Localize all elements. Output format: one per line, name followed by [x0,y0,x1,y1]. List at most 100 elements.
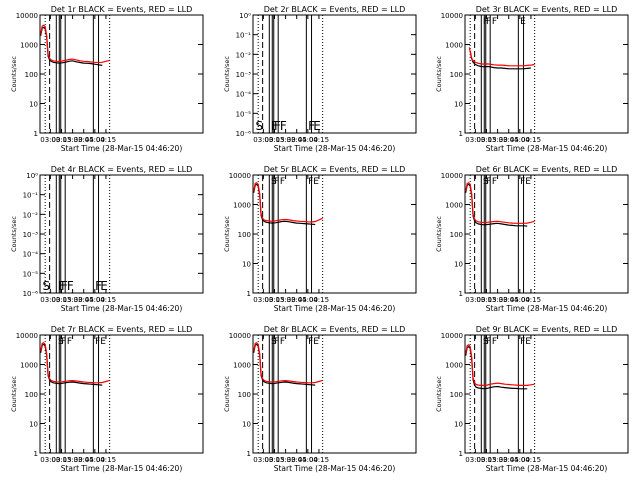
y-tick-label: 10⁰ [26,172,38,180]
series-lld [253,341,323,384]
x-tick-label: 03:00 [465,456,485,464]
x-tick-label: 03:45 [287,456,307,464]
flag-marker: S [42,279,50,293]
x-tick-label: 03:30 [63,456,83,464]
x-tick-label: 04:00 [510,296,530,304]
x-axis-label: Start Time (28-Mar-15 04:46:20) [274,464,396,473]
x-axis-label: Start Time (28-Mar-15 04:46:20) [274,144,396,153]
flag-marker: S [271,337,277,347]
x-tick-label: 04:00 [510,136,530,144]
flag-marker: F [308,337,313,347]
plot-frame [252,14,417,134]
y-tick-label: 1000 [445,202,463,210]
x-tick-label: 03:45 [74,136,94,144]
x-tick-label: 03:45 [287,136,307,144]
flag-marker: F [280,119,287,133]
y-tick-label: 10 [29,101,38,109]
y-tick-label: 10⁻⁵ [236,110,252,118]
flag-marker: F [67,337,72,347]
x-tick-label: 03:30 [488,296,508,304]
flag-marker: F [483,17,488,27]
x-tick-label: 04:00 [510,456,530,464]
x-axis-label: Start Time (28-Mar-15 04:46:20) [61,304,183,313]
x-tick-label: 03:45 [287,296,307,304]
panel-det-7: Det 7r BLACK = Events, RED = LLD 1 10 100 10… [10,325,204,473]
y-tick-label: 1 [247,290,251,298]
x-tick-label: 03:15 [476,296,496,304]
x-tick-label: 04:00 [298,296,318,304]
flag-marker: F [492,337,497,347]
x-tick-label: 03:15 [476,136,496,144]
panel-title: Det 6r BLACK = Events, RED = LLD [476,165,618,174]
y-tick-label: 10⁻³ [236,71,252,79]
panel-title: Det 8r BLACK = Events, RED = LLD [264,325,406,334]
y-tick-label: 10000 [229,172,251,180]
y-tick-label: 1 [459,130,463,138]
y-tick-label: 1000 [233,202,251,210]
series-lld [253,181,323,223]
x-tick-label: 04:15 [521,296,541,304]
panel-title: Det 7r BLACK = Events, RED = LLD [51,325,193,334]
x-tick-label: 04:00 [298,456,318,464]
flag-marker: F [308,119,315,133]
flag-marker: S [483,337,489,347]
flag-marker: F [274,337,279,347]
x-tick-label: 03:15 [476,456,496,464]
flag-marker: S [255,119,263,133]
x-tick-label: 03:15 [264,456,284,464]
x-tick-label: 03:30 [276,136,296,144]
x-axis-label: Start Time (28-Mar-15 04:46:20) [61,144,183,153]
panel-det-5: Det 5r BLACK = Events, RED = LLD 1 10 100 10… [223,165,417,313]
y-tick-label: 10⁻⁴ [236,91,252,99]
flag-marker: S [271,177,277,187]
y-tick-label: 10000 [16,12,38,20]
y-tick-label: 10⁰ [239,12,251,20]
x-tick-label: 03:00 [253,136,273,144]
flag-marker: E [313,177,319,187]
x-axis-label: Start Time (28-Mar-15 04:46:20) [61,464,183,473]
x-tick-label: 03:30 [488,456,508,464]
y-tick-label: 1 [34,130,38,138]
x-tick-label: 03:45 [499,296,519,304]
flag-marker: F [492,177,497,187]
x-tick-label: 03:00 [253,296,273,304]
y-tick-label: 10⁻⁴ [23,251,39,259]
flag-marker: E [100,279,108,293]
flag-marker: F [95,279,102,293]
plot-frame [464,14,629,134]
y-tick-label: 10 [242,421,251,429]
flag-marker: S [483,177,489,187]
flag-marker: F [61,337,66,347]
x-tick-label: 03:15 [51,296,71,304]
y-tick-label: 10⁻⁵ [23,270,39,278]
x-tick-label: 04:15 [521,456,541,464]
y-tick-label: 10000 [441,172,463,180]
plot-frame [39,14,204,134]
y-tick-label: 1000 [20,362,38,370]
panel-title: Det 4r BLACK = Events, RED = LLD [51,165,193,174]
x-tick-label: 03:00 [40,456,60,464]
x-axis-label: Start Time (28-Mar-15 04:46:20) [486,144,608,153]
x-tick-label: 03:30 [63,296,83,304]
x-tick-label: 04:15 [96,136,116,144]
x-tick-label: 04:15 [309,456,329,464]
y-tick-label: 10⁻⁶ [23,290,39,298]
y-tick-label: 100 [238,231,251,239]
panel-title: Det 5r BLACK = Events, RED = LLD [264,165,406,174]
y-tick-label: 1000 [20,42,38,50]
y-tick-label: 100 [25,71,38,79]
panel-title: Det 3r BLACK = Events, RED = LLD [476,5,618,14]
flag-marker: E [100,337,106,347]
flag-marker: F [280,337,285,347]
y-tick-label: 100 [450,231,463,239]
y-tick-label: 10⁻⁶ [236,130,252,138]
panel-det-9: Det 9r BLACK = Events, RED = LLD 1 10 100 10… [435,325,629,473]
x-tick-label: 03:00 [40,296,60,304]
x-tick-label: 03:45 [499,136,519,144]
flag-marker: F [274,177,279,187]
x-tick-label: 04:15 [309,296,329,304]
x-tick-label: 03:00 [465,296,485,304]
panel-det-3: Det 3r BLACK = Events, RED = LLD 1 10 100 10… [435,5,629,153]
y-tick-label: 1 [247,450,251,458]
